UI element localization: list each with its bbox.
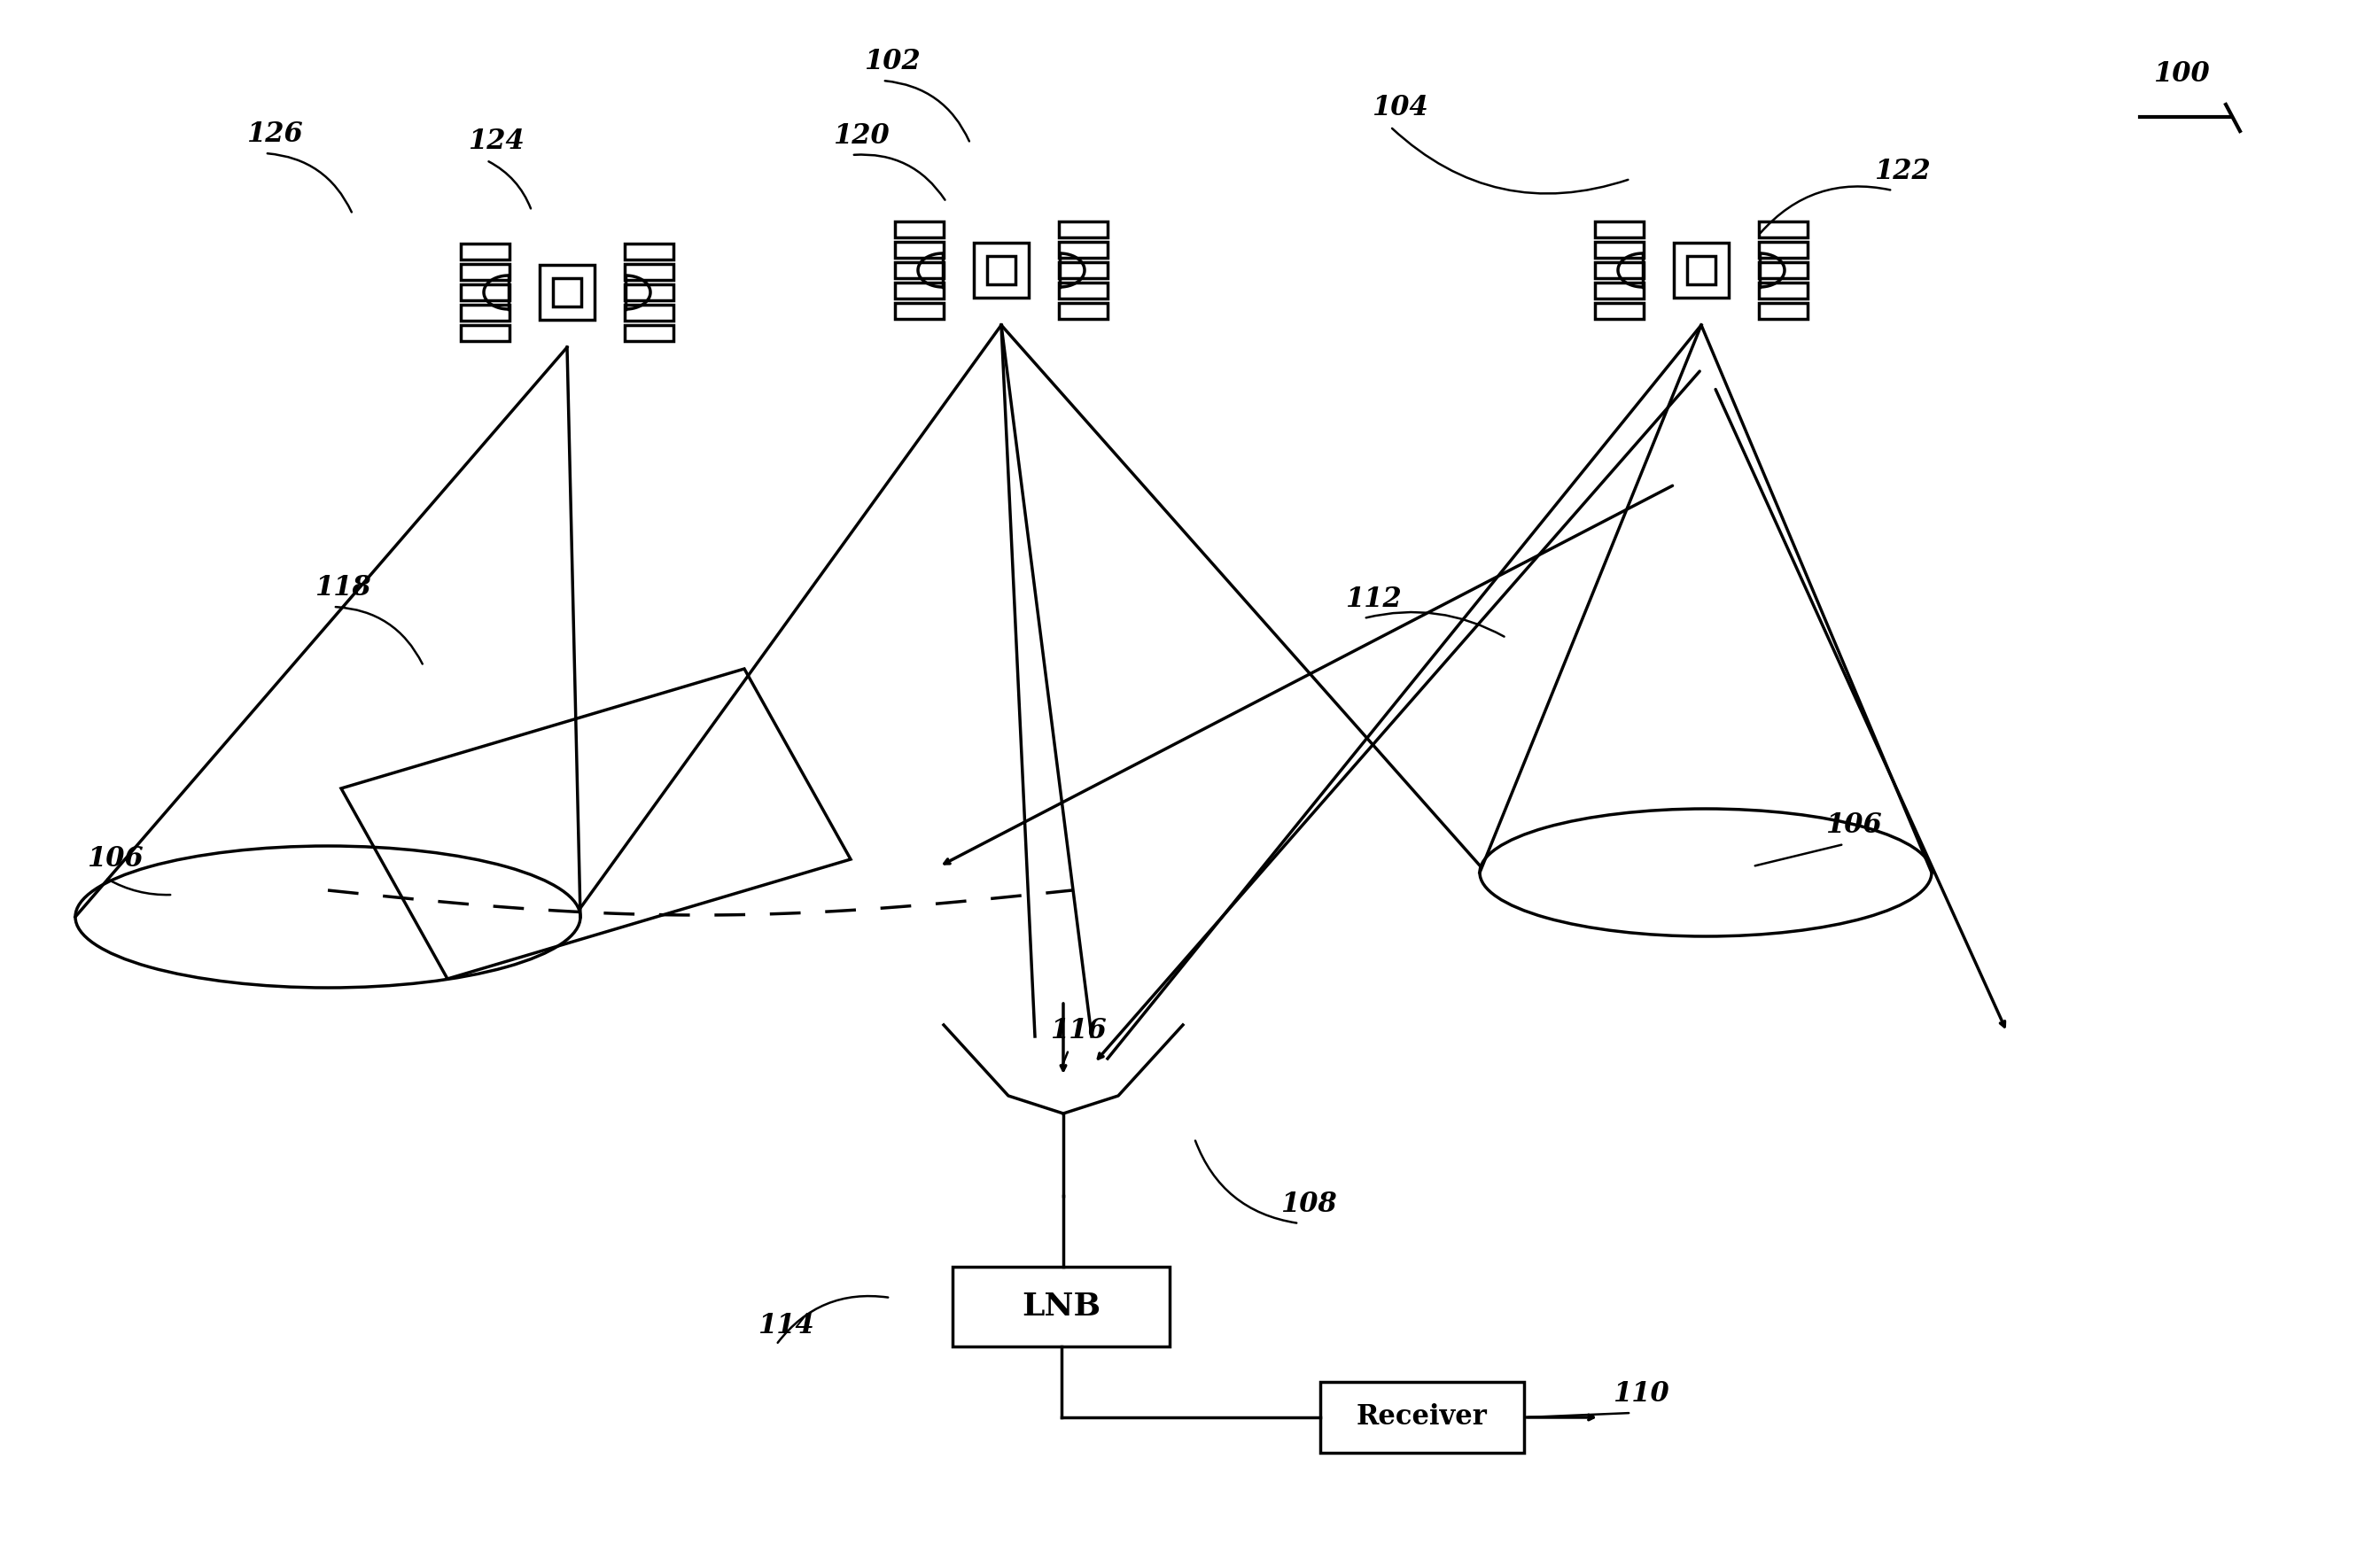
Bar <box>1759 282 1806 298</box>
Bar <box>1595 262 1645 278</box>
Bar <box>1673 242 1728 298</box>
Bar <box>462 264 509 279</box>
Text: 118: 118 <box>314 574 371 602</box>
Bar <box>1059 222 1107 237</box>
Text: 106: 106 <box>86 846 143 872</box>
Text: 120: 120 <box>833 123 890 149</box>
Bar <box>1059 282 1107 298</box>
Bar <box>1321 1381 1523 1453</box>
Bar <box>1595 303 1645 318</box>
Text: 114: 114 <box>757 1311 814 1339</box>
Text: Receiver: Receiver <box>1357 1403 1488 1431</box>
Bar <box>1059 262 1107 278</box>
Bar <box>1595 222 1645 237</box>
Bar <box>624 244 674 259</box>
Text: 116: 116 <box>1050 1017 1107 1044</box>
Text: 106: 106 <box>1825 812 1883 840</box>
Text: LNB: LNB <box>1021 1291 1100 1322</box>
Text: 102: 102 <box>864 48 921 76</box>
Bar <box>973 242 1028 298</box>
Bar <box>1759 262 1806 278</box>
Bar <box>1595 242 1645 258</box>
Bar <box>462 244 509 259</box>
Text: 110: 110 <box>1614 1380 1668 1408</box>
Bar <box>952 1266 1169 1347</box>
Bar <box>1687 256 1716 284</box>
Bar <box>462 324 509 341</box>
Bar <box>462 304 509 321</box>
Bar <box>895 222 945 237</box>
Bar <box>1759 242 1806 258</box>
Text: 104: 104 <box>1371 95 1428 121</box>
Bar <box>1059 303 1107 318</box>
Text: 108: 108 <box>1280 1190 1338 1218</box>
Bar <box>895 303 945 318</box>
Bar <box>552 278 581 306</box>
Bar <box>624 284 674 300</box>
Bar <box>988 256 1016 284</box>
Text: 100: 100 <box>2154 61 2209 88</box>
Bar <box>895 282 945 298</box>
Bar <box>1759 222 1806 237</box>
Bar <box>1059 242 1107 258</box>
Bar <box>624 304 674 321</box>
Text: 124: 124 <box>469 127 524 155</box>
Bar <box>1595 282 1645 298</box>
Bar <box>624 264 674 279</box>
Bar <box>895 262 945 278</box>
Bar <box>624 324 674 341</box>
Text: 122: 122 <box>1873 158 1930 185</box>
Bar <box>540 265 595 320</box>
Text: 112: 112 <box>1345 585 1402 613</box>
Bar <box>462 284 509 300</box>
Bar <box>895 242 945 258</box>
Text: 126: 126 <box>245 121 302 147</box>
Bar <box>1759 303 1806 318</box>
